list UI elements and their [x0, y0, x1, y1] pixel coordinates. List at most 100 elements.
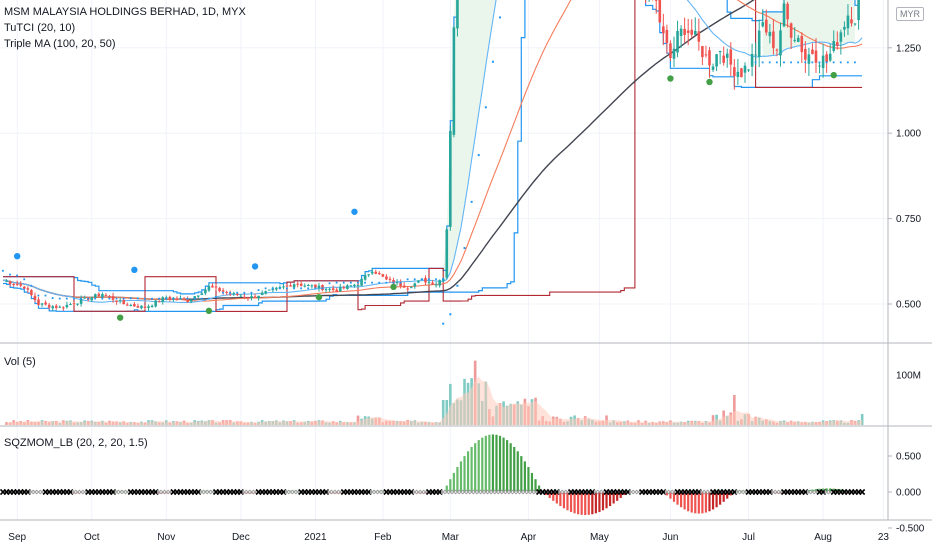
stop-dot	[307, 287, 310, 290]
currency-label[interactable]: MYR	[896, 7, 924, 21]
squeeze-off-marker	[78, 489, 84, 495]
momentum-bar	[619, 492, 622, 498]
indicator-lines	[2, 0, 863, 312]
candle-body	[679, 28, 683, 36]
tutci-up-marker	[14, 252, 21, 260]
candle-body	[161, 297, 165, 302]
time-tick-label: Aug	[814, 532, 832, 543]
momentum-bar	[495, 434, 498, 492]
candle-body	[115, 300, 118, 302]
stop-dot	[768, 61, 771, 64]
momentum-bar	[555, 492, 558, 504]
candle-body	[196, 295, 200, 297]
stop-dot	[399, 281, 402, 284]
candle-body	[757, 30, 761, 57]
candle-body	[5, 280, 8, 282]
momentum-tick-label: 0.000	[896, 488, 921, 499]
momentum-bar	[711, 492, 715, 510]
momentum-bar	[484, 435, 487, 492]
candle-body	[775, 49, 779, 51]
candle-body	[331, 288, 335, 291]
candle-body	[250, 296, 253, 299]
squeeze-off-marker	[483, 489, 489, 495]
momentum-bar	[690, 492, 693, 513]
candle-body	[299, 283, 303, 286]
tutci-legend[interactable]: TuTCI (20, 10)	[4, 22, 76, 34]
volume-legend[interactable]: Vol (5)	[4, 356, 36, 368]
candle-body	[736, 71, 740, 77]
stop-dot	[37, 294, 40, 297]
stop-dot	[115, 297, 118, 300]
stop-dot	[58, 297, 61, 300]
candle-body	[811, 49, 814, 55]
candle-body	[843, 26, 846, 30]
stop-dot	[442, 278, 445, 281]
candle-body	[40, 303, 44, 305]
squeeze-off-marker	[440, 489, 446, 495]
stop-dot	[293, 287, 295, 290]
candle-body	[399, 282, 402, 287]
time-tick-label: Feb	[374, 532, 392, 543]
stop-dot	[144, 297, 146, 300]
sqzmom-legend[interactable]: SQZMOM_LB (20, 2, 20, 1.5)	[4, 437, 148, 449]
candle-body	[722, 55, 725, 63]
squeeze-off-marker	[444, 489, 450, 495]
candle-body	[672, 48, 676, 59]
stop-dot	[420, 278, 423, 281]
tutci-down-marker	[390, 283, 397, 291]
candle-body	[253, 296, 257, 298]
squeeze-off-marker	[771, 489, 776, 495]
squeeze-off-marker	[497, 489, 503, 495]
candle-body	[310, 285, 314, 287]
momentum-bar	[584, 492, 587, 516]
candle-body	[186, 298, 189, 303]
squeeze-off-marker	[163, 489, 169, 495]
momentum-bar	[807, 489, 810, 492]
candle-body	[143, 306, 147, 309]
momentum-bar	[424, 492, 427, 494]
channel-fills	[443, 0, 855, 282]
candle-body	[346, 285, 349, 289]
momentum-bar	[722, 492, 725, 502]
momentum-bar	[697, 492, 700, 514]
momentum-bar	[605, 492, 608, 509]
squeeze-off-marker	[597, 489, 602, 495]
candle-body	[8, 281, 12, 284]
squeeze-off-marker	[373, 489, 379, 495]
candle-body	[168, 296, 172, 299]
stop-dot	[2, 269, 4, 272]
squeeze-off-marker	[774, 489, 780, 495]
candle-body	[715, 54, 718, 67]
momentum-bar	[506, 440, 509, 492]
candle-body	[189, 299, 193, 302]
stop-dot	[364, 281, 366, 284]
momentum-bar	[509, 443, 512, 492]
candle-body	[804, 48, 807, 60]
stop-dot	[122, 297, 125, 300]
stop-dot	[342, 281, 345, 284]
candle-body	[111, 296, 115, 300]
time-tick-label: May	[590, 532, 609, 543]
momentum-bar	[612, 492, 615, 504]
stop-dot	[250, 291, 253, 294]
momentum-bar	[470, 446, 473, 492]
candle-body	[182, 298, 186, 300]
candle-body	[349, 285, 353, 287]
stop-dot	[491, 60, 494, 63]
momentum-bar	[591, 492, 594, 515]
candle-body	[44, 302, 47, 305]
candle-body	[445, 229, 449, 278]
squeeze-off-marker	[490, 489, 496, 495]
candle-body	[30, 290, 33, 296]
volume-tick-label: 100M	[896, 371, 921, 382]
price-tick-label: 1.000	[896, 129, 921, 140]
stop-dot	[790, 61, 792, 64]
squeeze-off-marker	[508, 489, 514, 495]
triple-ma-legend[interactable]: Triple MA (100, 20, 50)	[4, 38, 116, 50]
squeeze-off-marker	[451, 489, 457, 495]
momentum-bar	[481, 437, 484, 492]
tutci-up-marker	[251, 263, 259, 270]
stop-dot	[797, 61, 800, 64]
candle-body	[846, 15, 850, 29]
